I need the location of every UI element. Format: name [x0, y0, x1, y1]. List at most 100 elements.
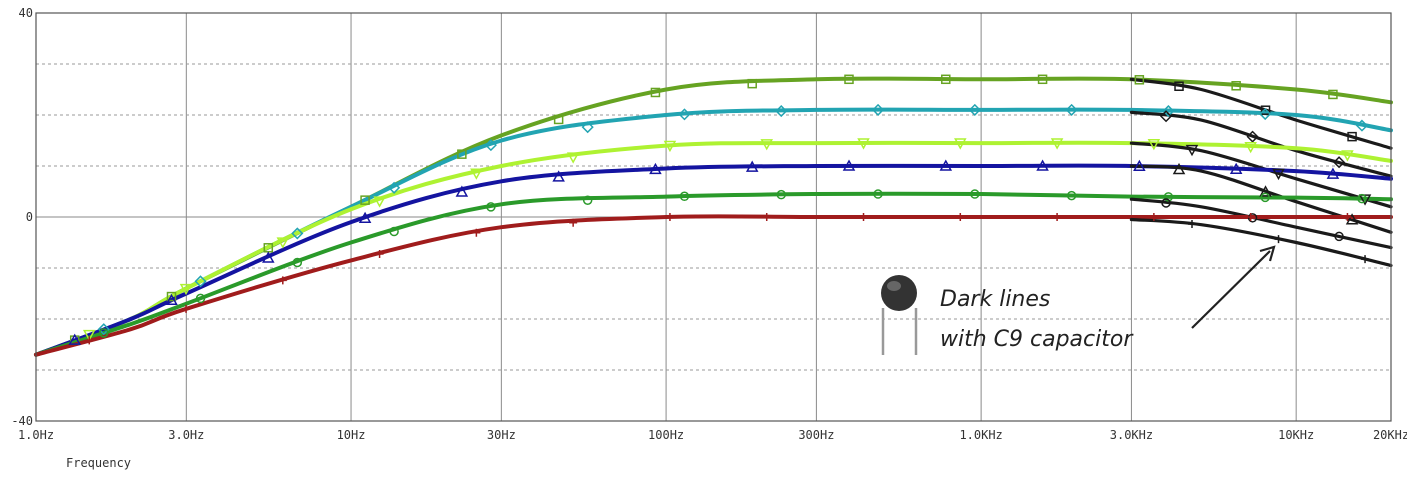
data-point-marker [663, 140, 677, 153]
data-point-marker [650, 87, 661, 98]
x-tick-label: 3.0Hz [168, 428, 204, 442]
data-point-marker [1274, 235, 1283, 244]
data-point-marker [1260, 192, 1270, 203]
data-point-marker [1328, 89, 1338, 100]
data-point-marker [569, 218, 578, 227]
data-point-marker [1244, 141, 1257, 154]
data-point-marker [1246, 213, 1255, 221]
data-point-marker [166, 291, 177, 302]
data-point-marker [1037, 74, 1048, 85]
data-point-marker [360, 195, 370, 205]
data-point-marker [956, 213, 965, 221]
data-point-marker [747, 78, 757, 89]
annotation-line-2: with C9 capacitor [940, 327, 1134, 352]
data-point-marker [1247, 213, 1258, 223]
data-point-marker [665, 213, 674, 221]
data-point-marker [486, 202, 496, 212]
data-point-marker [457, 149, 467, 159]
data-point-marker [85, 336, 94, 345]
x-axis-label: Frequency [66, 456, 131, 470]
data-point-marker [1161, 198, 1171, 208]
data-point-marker [182, 304, 191, 313]
data-point-marker [1333, 156, 1346, 169]
data-point-marker [68, 333, 81, 345]
x-tick-label: 100Hz [648, 428, 684, 442]
data-point-marker [566, 152, 580, 164]
data-point-marker [582, 195, 593, 205]
data-point-marker [1149, 213, 1158, 221]
data-point-marker [292, 257, 303, 268]
data-point-marker [1050, 138, 1064, 150]
data-point-marker [553, 114, 564, 125]
annotation-line-1: Dark lines [940, 287, 1050, 312]
data-point-marker [679, 191, 690, 202]
data-point-marker [99, 328, 109, 338]
series-line [1129, 77, 1393, 150]
axis-ticks: 1.0Hz 3.0Hz 10Hz 30Hz 100Hz 300Hz 1.0KHz 3.0KHz… [11, 6, 1407, 442]
x-tick-label: 10KHz [1278, 428, 1314, 442]
data-point-marker [1036, 159, 1049, 171]
data-point-marker [1361, 255, 1370, 264]
data-point-marker [939, 159, 953, 171]
data-point-marker [1334, 231, 1344, 242]
data-point-marker [1246, 130, 1259, 143]
data-point-marker [1347, 131, 1357, 142]
series-line [34, 140, 1393, 357]
data-point-marker [745, 160, 759, 172]
data-point-marker [1066, 190, 1077, 201]
data-point-marker [1229, 162, 1243, 174]
data-point-marker [455, 185, 469, 197]
data-point-marker [373, 196, 386, 208]
data-point-marker [678, 108, 691, 121]
data-point-marker [1188, 219, 1196, 228]
data-point-marker [1345, 213, 1359, 225]
data-point-marker [165, 293, 178, 306]
data-point-marker [941, 74, 951, 85]
data-point-marker [278, 276, 287, 285]
data-point-marker [1272, 168, 1285, 181]
data-point-marker [1172, 162, 1186, 175]
data-point-marker [1341, 150, 1354, 162]
y-tick-label: 0 [26, 210, 33, 224]
data-point-marker [470, 168, 483, 180]
x-tick-label: 1.0KHz [959, 428, 1002, 442]
data-point-marker [1355, 119, 1369, 132]
data-point-marker [1065, 103, 1078, 116]
y-tick-label: -40 [11, 414, 33, 428]
data-point-marker [262, 251, 275, 263]
data-point-marker [844, 74, 854, 85]
data-point-marker [1259, 185, 1272, 197]
data-point-marker [970, 189, 980, 199]
series-line [34, 214, 1393, 357]
x-tick-label: 300Hz [798, 428, 834, 442]
data-point-marker [873, 189, 883, 199]
x-tick-label: 3.0KHz [1110, 428, 1153, 442]
x-tick-label: 10Hz [337, 428, 366, 442]
data-point-marker [1231, 81, 1241, 91]
data-point-marker [1260, 105, 1271, 115]
data-point-marker [859, 213, 868, 221]
data-point-marker [179, 283, 193, 296]
data-point-marker [871, 103, 885, 116]
data-point-marker [954, 138, 967, 150]
data-point-marker [762, 213, 771, 221]
data-point-marker [968, 103, 981, 116]
marker-layer [68, 74, 1372, 345]
data-point-marker [484, 139, 497, 152]
data-point-marker [375, 250, 384, 259]
data-point-marker [1326, 167, 1340, 179]
data-point-marker [775, 105, 788, 118]
data-point-marker [1163, 192, 1174, 202]
plot-frame [35, 12, 1392, 422]
data-point-marker [1147, 138, 1161, 151]
data-point-marker [1159, 110, 1173, 123]
data-point-marker [1343, 213, 1352, 221]
data-point-marker [1174, 81, 1184, 91]
data-point-marker [552, 170, 565, 182]
data-point-marker [1185, 144, 1199, 157]
x-tick-label: 30Hz [487, 428, 516, 442]
data-point-marker [194, 275, 207, 288]
data-point-marker [276, 237, 290, 249]
data-point-marker [1162, 104, 1175, 118]
